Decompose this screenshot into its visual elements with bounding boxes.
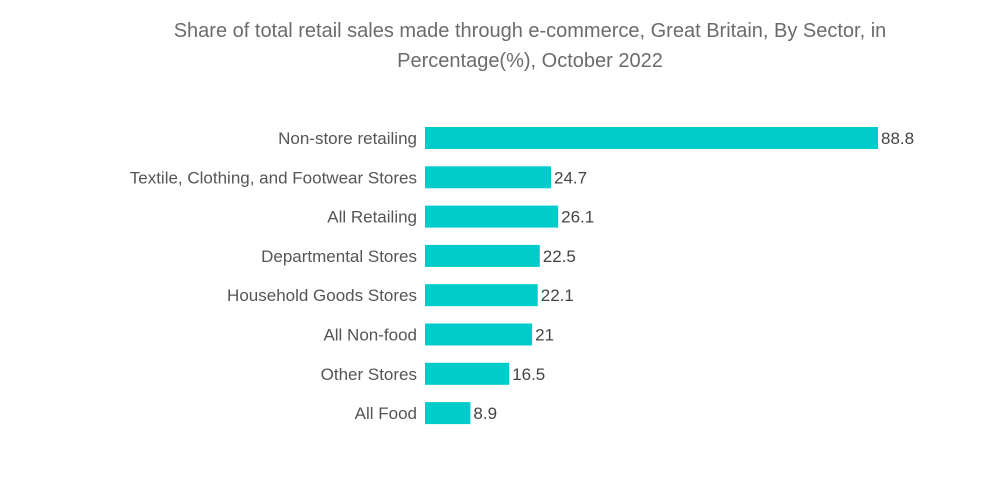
category-label: All Food: [355, 404, 417, 423]
bar: [425, 166, 552, 189]
bar: [425, 205, 559, 228]
value-label: 22.1: [541, 286, 574, 305]
value-label: 26.1: [561, 208, 594, 227]
category-label: Textile, Clothing, and Footwear Stores: [130, 168, 417, 187]
bar: [425, 127, 878, 149]
category-label: Household Goods Stores: [227, 286, 417, 305]
category-label: All Non-food: [323, 326, 417, 345]
chart-title: Share of total retail sales made through…: [60, 16, 1000, 76]
category-label: Non-store retailing: [278, 129, 417, 148]
bar: [425, 284, 538, 307]
category-label: Departmental Stores: [261, 247, 417, 266]
value-label: 88.8: [881, 129, 914, 148]
value-label: 16.5: [512, 365, 545, 384]
bar: [425, 323, 533, 346]
bar: [425, 244, 540, 267]
bar: [425, 402, 471, 425]
chart-title-line-1: Share of total retail sales made through…: [173, 20, 887, 42]
value-label: 22.5: [543, 247, 576, 266]
category-label: Other Stores: [321, 365, 417, 384]
bar: [425, 362, 510, 385]
value-label: 8.9: [473, 404, 497, 423]
category-label: All Retailing: [327, 208, 417, 227]
chart-title-line-2: Percentage(%), October 2022: [397, 50, 663, 72]
value-label: 21: [535, 326, 554, 345]
value-label: 24.7: [554, 168, 587, 187]
